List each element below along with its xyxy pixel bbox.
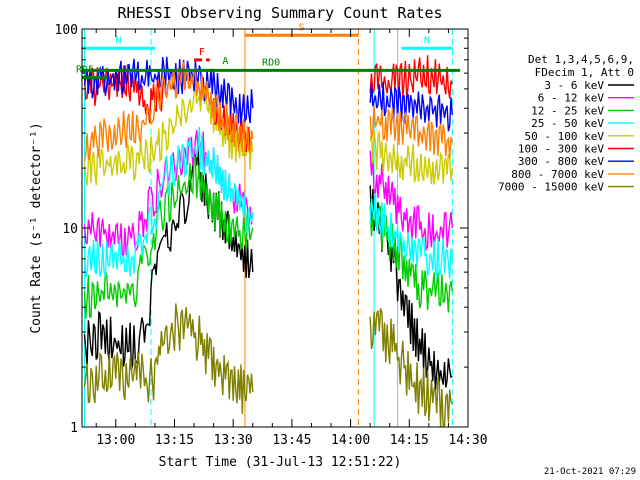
- y-tick-label: 10: [62, 222, 78, 237]
- x-tick-label: 14:15: [390, 433, 429, 448]
- annotation-label: S: [299, 22, 305, 33]
- series-line-0: [83, 156, 254, 319]
- series-line-0: [83, 61, 254, 162]
- chart-title: RHESSI Observing Summary Count Rates: [117, 4, 442, 22]
- series-line-1: [369, 193, 453, 279]
- x-tick-label: 14:00: [331, 433, 370, 448]
- x-tick-label: 14:30: [448, 433, 487, 448]
- x-axis-label: Start Time (31-Jul-13 12:51:22): [159, 455, 402, 470]
- legend-header: FDecim 1, Att 0: [535, 66, 634, 79]
- annotation-label: RD5: [76, 65, 94, 76]
- legend-entry-label: 100 - 300 keV: [518, 143, 604, 156]
- x-tick-label: 13:00: [96, 433, 135, 448]
- legend-entry-label: 3 - 6 keV: [544, 79, 604, 92]
- series-line-1: [369, 55, 453, 99]
- legend: Det 1,3,4,5,6,9,FDecim 1, Att 03 - 6 keV…: [498, 53, 634, 194]
- legend-entry-label: 25 - 50 keV: [531, 117, 604, 130]
- y-axis-label: Count Rate (s⁻¹ detector⁻¹): [29, 122, 44, 333]
- annotation-label: N: [115, 35, 121, 46]
- footer-timestamp: 21-Oct-2021 07:29: [544, 467, 636, 477]
- series-line-1: [369, 308, 453, 428]
- y-tick-label: 100: [55, 23, 78, 38]
- legend-entry-label: 300 - 800 keV: [518, 155, 604, 168]
- x-tick-label: 13:15: [155, 433, 194, 448]
- series-line-0: [83, 303, 254, 414]
- series-line-1: [369, 129, 453, 185]
- legend-entry-label: 800 - 7000 keV: [511, 168, 604, 181]
- y-tick-label: 1: [70, 421, 78, 436]
- legend-entry-label: 7000 - 15000 keV: [498, 181, 604, 194]
- legend-entry-label: 6 - 12 keV: [538, 92, 605, 105]
- annotation-label: N: [424, 35, 430, 46]
- annotation-bars: N N S F RD0 RD5 A: [76, 22, 461, 80]
- legend-entry-label: 50 - 100 keV: [525, 130, 605, 143]
- series-line-1: [369, 82, 453, 132]
- legend-entry-label: 12 - 25 keV: [531, 104, 604, 117]
- axes: 13:00 13:15 13:30 13:45 14:00 14:15 14:30 1 10 10…: [55, 23, 488, 448]
- annotation-label: A: [222, 56, 228, 67]
- legend-header: Det 1,3,4,5,6,9,: [528, 53, 634, 66]
- series-line-0: [83, 126, 254, 278]
- series-lines: [83, 55, 453, 428]
- annotation-label: F: [199, 47, 205, 58]
- x-tick-label: 13:30: [214, 433, 253, 448]
- series-line-1: [369, 105, 453, 159]
- annotation-label: RD0: [262, 57, 280, 68]
- x-tick-label: 13:45: [272, 433, 311, 448]
- series-line-0: [83, 56, 254, 124]
